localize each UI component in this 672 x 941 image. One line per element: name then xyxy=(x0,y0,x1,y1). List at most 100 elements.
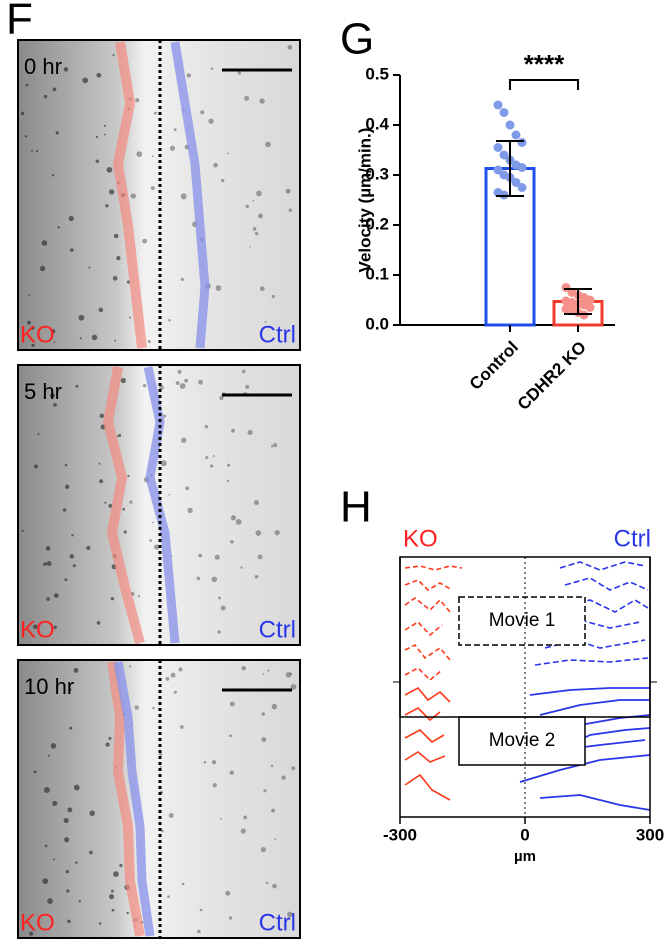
speckle xyxy=(230,540,234,544)
ctrl-label: Ctrl xyxy=(259,616,296,643)
speckle xyxy=(182,883,185,886)
data-point xyxy=(500,108,509,117)
speckle xyxy=(131,193,136,198)
y-tick-label: 0.0 xyxy=(365,314,389,333)
speckle xyxy=(21,112,25,116)
speckle xyxy=(104,134,106,136)
speckle xyxy=(46,597,50,601)
y-axis-label: Velocity (µm/min.) xyxy=(355,128,374,273)
speckle xyxy=(210,464,213,467)
speckle xyxy=(271,445,273,447)
speckle xyxy=(149,539,152,542)
data-point xyxy=(518,138,527,147)
box-label: Movie 2 xyxy=(489,730,556,751)
speckle xyxy=(73,564,76,567)
speckle xyxy=(74,785,80,791)
speckle xyxy=(168,319,171,322)
speckle xyxy=(104,502,106,504)
speckle xyxy=(109,189,114,194)
speckle xyxy=(259,98,264,103)
speckle xyxy=(70,554,74,558)
speckle xyxy=(152,522,154,524)
speckle xyxy=(64,837,69,842)
speckle xyxy=(92,335,98,341)
speckle xyxy=(261,712,265,716)
speckle xyxy=(160,199,162,201)
speckle xyxy=(37,433,39,435)
speckle xyxy=(57,226,59,228)
trace xyxy=(560,562,645,570)
speckle xyxy=(205,425,208,428)
figure: F 0 hrKOCtrl5 hrKOCtrl10 hrKOCtrl G 0.00… xyxy=(0,0,672,941)
speckle xyxy=(281,775,285,779)
speckle xyxy=(267,669,269,671)
speckle xyxy=(198,380,203,385)
speckle xyxy=(256,530,262,536)
speckle xyxy=(181,193,187,199)
trace xyxy=(405,645,450,660)
data-point xyxy=(494,143,503,152)
speckle xyxy=(99,922,102,925)
speckle xyxy=(260,286,265,291)
speckle xyxy=(288,45,293,50)
speckle xyxy=(86,546,90,550)
speckle xyxy=(51,743,57,749)
speckle xyxy=(127,475,129,477)
data-point xyxy=(586,303,595,312)
speckle xyxy=(249,246,251,248)
speckle xyxy=(82,77,88,83)
speckle xyxy=(255,575,258,578)
speckle xyxy=(208,118,213,123)
speckle xyxy=(266,882,268,884)
speckle xyxy=(67,807,72,812)
speckle xyxy=(53,87,57,91)
speckle xyxy=(271,765,274,768)
panel-label: G xyxy=(340,15,374,64)
speckle xyxy=(76,385,79,388)
speckle xyxy=(40,266,45,271)
speckle xyxy=(70,248,74,252)
speckle xyxy=(34,770,37,773)
speckle xyxy=(261,737,266,742)
speckle xyxy=(151,186,155,190)
ko-label: KO xyxy=(20,909,55,936)
speckle xyxy=(69,727,72,730)
speckle xyxy=(114,340,116,342)
speckle xyxy=(181,438,186,443)
speckle xyxy=(112,909,115,912)
speckle xyxy=(216,285,222,291)
trace xyxy=(405,752,445,762)
speckle xyxy=(271,809,275,813)
speckle xyxy=(181,278,184,281)
speckle xyxy=(100,414,104,418)
speckle xyxy=(289,209,292,212)
ko-label: KO xyxy=(403,525,438,552)
speckle xyxy=(217,630,220,633)
speckle xyxy=(47,898,53,904)
significance-bracket xyxy=(510,80,578,90)
trace xyxy=(540,795,650,810)
ctrl-label: Ctrl xyxy=(259,321,296,348)
speckle xyxy=(136,151,142,157)
speckle xyxy=(154,112,157,115)
speckle xyxy=(272,884,277,889)
time-label: 10 hr xyxy=(24,674,74,699)
speckle xyxy=(75,861,77,863)
speckle xyxy=(200,909,203,912)
panel-label: H xyxy=(340,483,372,532)
speckle xyxy=(180,383,186,389)
speckle xyxy=(252,200,254,202)
speckle xyxy=(200,110,204,114)
speckle xyxy=(52,801,57,806)
speckle xyxy=(48,755,50,757)
speckle xyxy=(69,216,74,221)
speckle xyxy=(272,295,275,298)
speckle xyxy=(197,577,201,581)
speckle xyxy=(129,316,131,318)
speckle xyxy=(129,501,132,504)
speckle xyxy=(152,155,154,157)
speckle xyxy=(116,256,120,260)
speckle xyxy=(119,864,122,867)
speckle xyxy=(52,174,54,176)
speckle xyxy=(220,818,222,820)
